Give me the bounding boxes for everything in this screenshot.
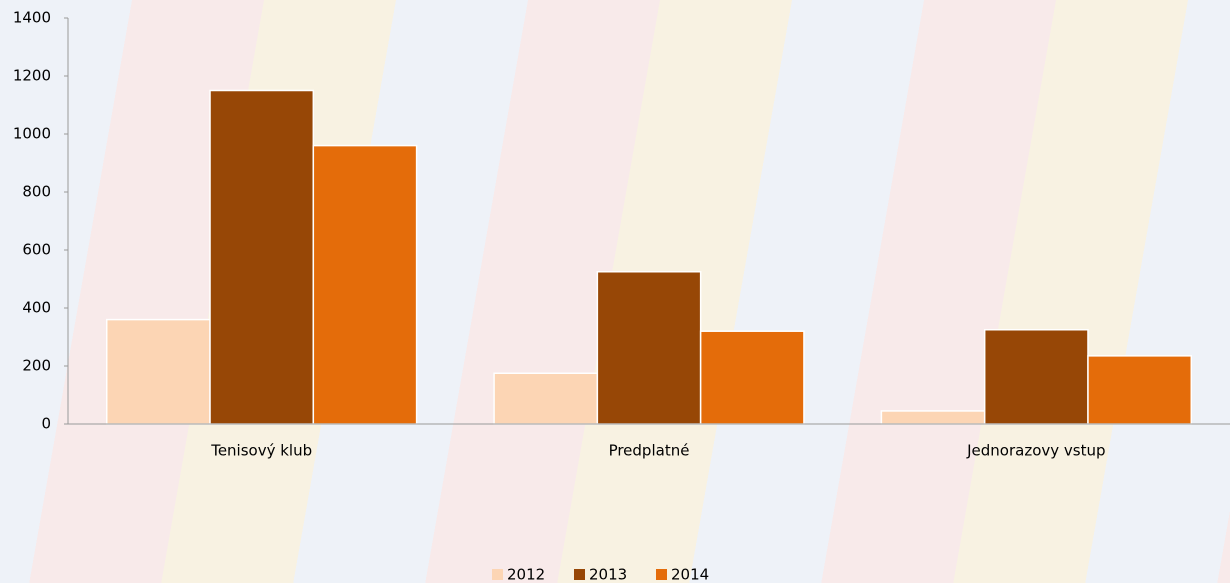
y-tick-label: 0	[41, 415, 51, 433]
legend-label: 2013	[589, 566, 627, 583]
bar	[596, 271, 702, 425]
y-tick-label: 400	[22, 299, 51, 317]
y-tick-label: 1200	[13, 67, 51, 85]
bar	[880, 410, 986, 425]
x-tick-label: Jednorazovy vstup	[966, 442, 1105, 460]
bar	[493, 372, 599, 425]
legend-label: 2014	[671, 566, 709, 583]
bar	[699, 330, 805, 425]
y-tick-label: 200	[22, 357, 51, 375]
y-tick-label: 800	[22, 183, 51, 201]
x-tick-label: Tenisový klub	[210, 442, 312, 460]
legend-label: 2012	[507, 566, 545, 583]
legend-swatch	[492, 569, 503, 580]
legend-swatch	[574, 569, 585, 580]
legend-swatch	[656, 569, 667, 580]
x-tick-label: Predplatné	[609, 442, 690, 460]
bar	[312, 144, 418, 425]
bar	[983, 329, 1089, 425]
bar	[209, 89, 315, 425]
bar	[1087, 355, 1193, 425]
y-tick-label: 1000	[13, 125, 51, 143]
y-tick-label: 1400	[13, 9, 51, 27]
bar	[105, 318, 211, 425]
y-tick-label: 600	[22, 241, 51, 259]
